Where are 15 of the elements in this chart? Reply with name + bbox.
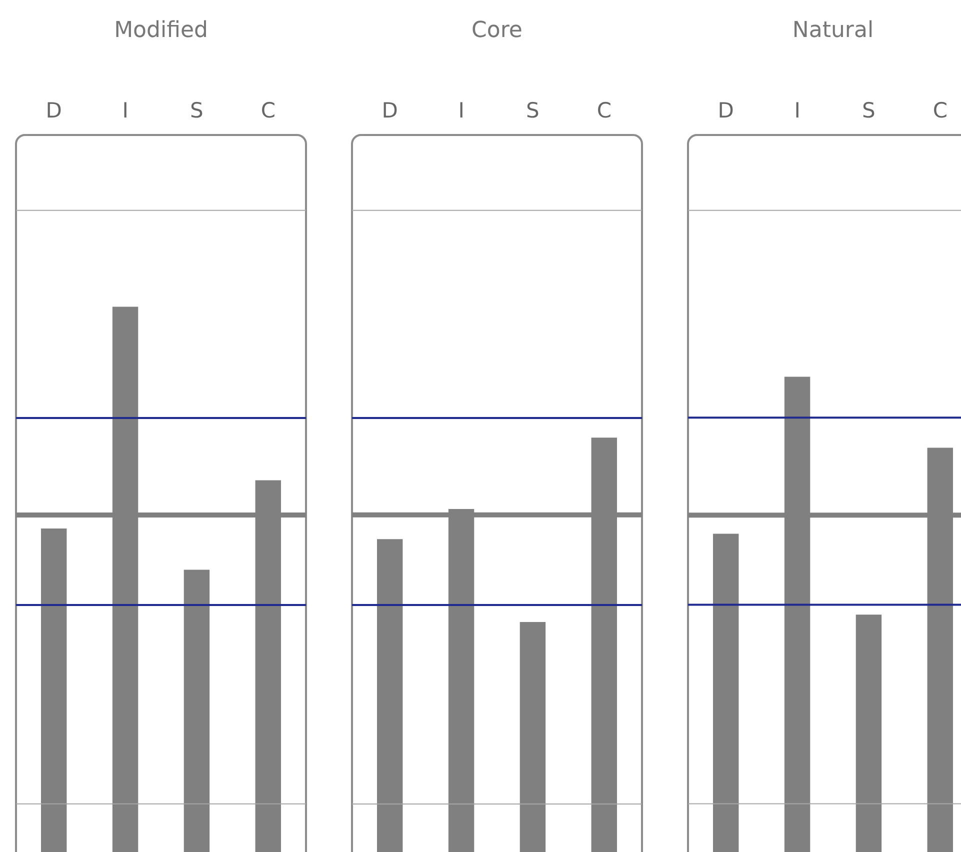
x-tick-label: S xyxy=(526,98,540,122)
x-tick-label: D xyxy=(718,98,734,122)
x-tick-label: S xyxy=(190,98,204,122)
x-tick-label: C xyxy=(932,98,948,122)
x-tick-label: S xyxy=(862,98,876,122)
x-tick-label: I xyxy=(794,98,800,122)
chart-title: Core xyxy=(472,18,522,43)
x-tick-label: C xyxy=(260,98,276,122)
chart-title: Modified xyxy=(114,18,208,43)
x-tick-label: I xyxy=(122,98,128,122)
x-tick-label: C xyxy=(596,98,612,122)
x-tick-label: I xyxy=(458,98,464,122)
x-tick-label: D xyxy=(382,98,398,122)
x-tick-label: D xyxy=(46,98,62,122)
chart-title: Natural xyxy=(792,18,874,43)
